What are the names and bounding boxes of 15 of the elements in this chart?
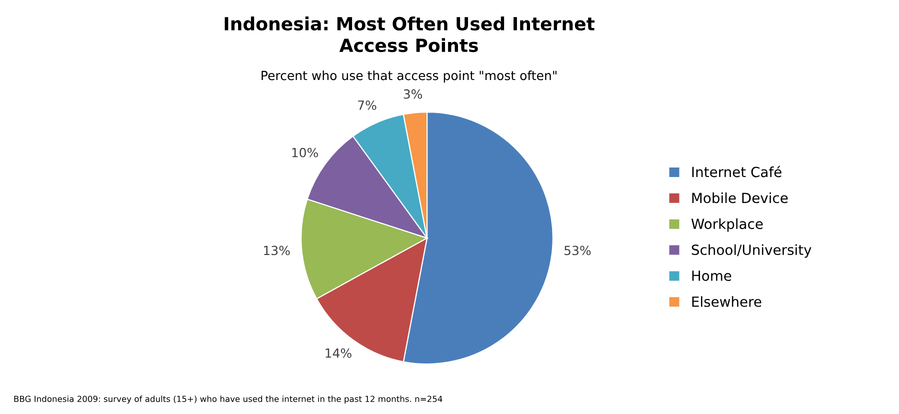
chart-subtitle: Percent who use that access point "most often" (262, 70, 556, 83)
legend-label: Internet Café (692, 166, 782, 178)
chart-title: Indonesia: Most Often Used Internet Access Points (224, 16, 595, 52)
legend-label: Home (692, 270, 732, 281)
data-label: 7% (358, 100, 376, 110)
legend-label: Elsewhere (692, 296, 762, 307)
data-label: 53% (564, 246, 591, 256)
legend-label: Mobile Device (692, 192, 788, 204)
data-label: 10% (292, 148, 318, 158)
data-label: 13% (264, 246, 290, 256)
data-label: 3% (404, 89, 422, 99)
legend-label: Workplace (691, 218, 763, 232)
legend-label: School/University (692, 244, 812, 258)
data-label: 14% (326, 348, 352, 358)
text: BBG Indonesia 2009: survey of adults (15+) who have used the internet in the past 12 months. n=254 (14, 396, 442, 404)
